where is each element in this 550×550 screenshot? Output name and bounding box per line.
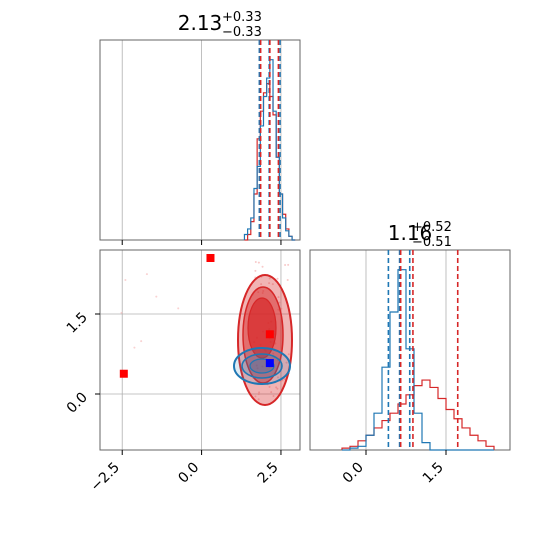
top-hist-frame xyxy=(99,39,301,241)
panel-bottom-left-scatter: −2.5 0.0 2.5 0.0 1.5 xyxy=(64,249,301,495)
right-hist-quantile-lines xyxy=(387,250,459,450)
scatter-sample-point xyxy=(155,295,158,298)
scatter-x-tick-label: 0.0 xyxy=(175,460,202,487)
scatter-sample-point xyxy=(260,283,263,286)
scatter-sample-point xyxy=(285,361,288,364)
scatter-sample-point xyxy=(120,311,123,314)
scatter-sample-point xyxy=(177,307,180,310)
scatter-sample-point xyxy=(257,393,260,396)
scatter-sample-point xyxy=(257,398,260,401)
scatter-sample-point xyxy=(257,261,260,264)
scatter-sample-point xyxy=(271,283,274,286)
scatter-sample-point xyxy=(287,263,290,266)
scatter-x-tick-label: 2.5 xyxy=(255,460,282,487)
scatter-marker-square xyxy=(206,254,215,262)
top-hist-quantile-lines xyxy=(258,40,281,240)
scatter-sample-point xyxy=(276,376,279,379)
scatter-sample-point xyxy=(281,379,284,382)
red-contour-inner xyxy=(247,297,277,359)
scatter-sample-point xyxy=(268,282,271,285)
scatter-sample-point xyxy=(283,378,286,381)
top-hist-title-minus: −0.33 xyxy=(222,25,262,40)
scatter-sample-point xyxy=(275,386,278,389)
right-hist-red-series xyxy=(341,379,495,450)
scatter-sample-point xyxy=(261,265,264,268)
scatter-x-tick-label: −2.5 xyxy=(88,460,123,495)
scatter-sample-point xyxy=(268,277,271,280)
right-hist-x-ticks: 0.0 1.5 xyxy=(340,450,447,487)
scatter-marker-square xyxy=(265,359,274,368)
scatter-frame xyxy=(99,249,301,451)
scatter-sample-point xyxy=(124,278,127,281)
right-hist-title-plus: +0.52 xyxy=(412,220,452,235)
top-hist-grid xyxy=(121,40,282,240)
scatter-x-ticks: −2.5 0.0 2.5 xyxy=(88,450,282,495)
scatter-marker-square xyxy=(119,369,128,378)
right-hist-grid xyxy=(365,250,447,450)
top-hist-title: 2.13 xyxy=(178,11,223,35)
scatter-sample-point xyxy=(258,391,261,394)
scatter-sample-point xyxy=(254,395,257,398)
scatter-sample-point xyxy=(284,264,287,267)
top-hist-blue-series xyxy=(243,59,296,241)
scatter-sample-point xyxy=(140,340,143,343)
scatter-square-markers xyxy=(119,254,274,378)
scatter-y-tick-label: 0.0 xyxy=(64,390,91,417)
scatter-sample-point xyxy=(277,296,280,299)
scatter-sample-point xyxy=(254,260,257,263)
scatter-sample-point xyxy=(278,301,281,304)
scatter-y-tick-label: 1.5 xyxy=(64,310,91,337)
right-hist-title-minus: −0.51 xyxy=(412,235,452,250)
scatter-y-ticks: 0.0 1.5 xyxy=(64,310,100,417)
panel-top-left-histogram: 2.13 +0.33 −0.33 xyxy=(99,10,301,245)
scatter-sample-point xyxy=(287,353,290,356)
scatter-sample-point xyxy=(268,385,271,388)
right-hist-blue-series xyxy=(342,269,494,451)
right-hist-title: 1.16 xyxy=(388,221,433,245)
scatter-sample-point xyxy=(286,279,289,282)
right-hist-x-tick-label: 1.5 xyxy=(420,460,447,487)
right-hist-x-tick-label: 0.0 xyxy=(340,460,367,487)
scatter-sample-point xyxy=(276,277,279,280)
scatter-sample-point xyxy=(280,307,283,310)
scatter-marker-square xyxy=(265,330,274,339)
scatter-sample-point xyxy=(272,394,275,397)
top-hist-title-plus: +0.33 xyxy=(222,10,262,25)
scatter-sample-point xyxy=(276,387,279,390)
scatter-sample-point xyxy=(133,346,136,349)
red-density-contours xyxy=(237,274,293,406)
scatter-sample-point xyxy=(254,269,257,272)
scatter-sample-point xyxy=(270,391,273,394)
panel-bottom-right-histogram: 0.0 1.5 1.16 +0.52 −0.51 xyxy=(309,220,511,487)
scatter-sample-point xyxy=(145,273,148,276)
top-hist-x-ticks xyxy=(121,240,282,245)
blue-density-contours xyxy=(233,347,291,385)
